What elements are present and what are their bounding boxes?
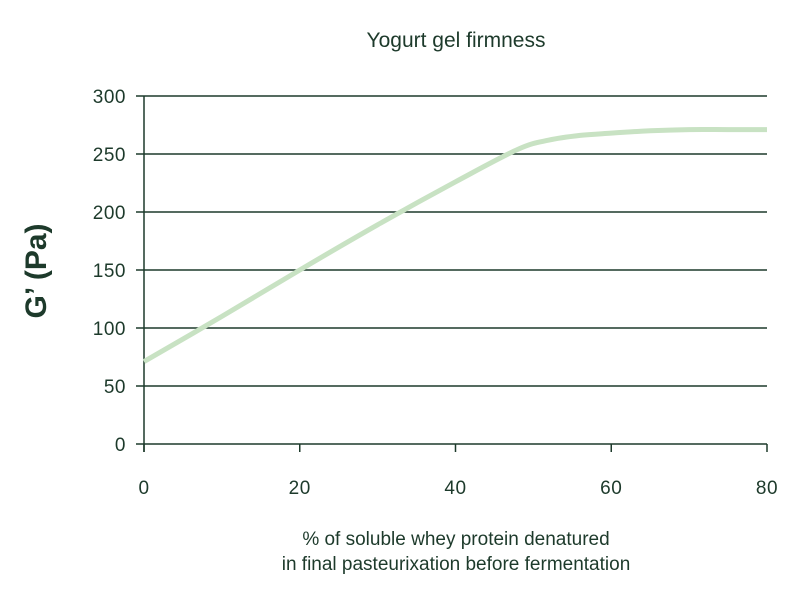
series-group [142, 127, 767, 364]
chart-title: Yogurt gel firmness [367, 29, 546, 52]
x-axis-label-line-1: % of soluble whey protein denatured [302, 529, 609, 550]
y-tick-label-50: 50 [104, 377, 126, 398]
x-tick-label-20: 20 [289, 478, 311, 499]
y-tick-label-0: 0 [115, 435, 126, 456]
x-tick-label-0: 0 [138, 478, 149, 499]
y-tick-label-250: 250 [93, 145, 126, 166]
y-tick-label-150: 150 [93, 261, 126, 282]
y-axis-label: G’ (Pa) [20, 223, 53, 318]
y-tick-label-100: 100 [93, 319, 126, 340]
series-line-0 [142, 127, 767, 364]
gridlines [136, 95, 767, 445]
x-tick-label-80: 80 [756, 478, 778, 499]
x-tick-label-60: 60 [600, 478, 622, 499]
y-axis-ticks: 0 50 100 150 200 250 300 [93, 87, 126, 456]
x-axis-label-line-2: in final pasteurixation before fermentat… [282, 554, 631, 575]
x-tick-label-40: 40 [444, 478, 466, 499]
x-axis-ticks: 0 20 40 60 80 [138, 444, 778, 499]
y-tick-label-300: 300 [93, 87, 126, 108]
y-tick-label-200: 200 [93, 203, 126, 224]
